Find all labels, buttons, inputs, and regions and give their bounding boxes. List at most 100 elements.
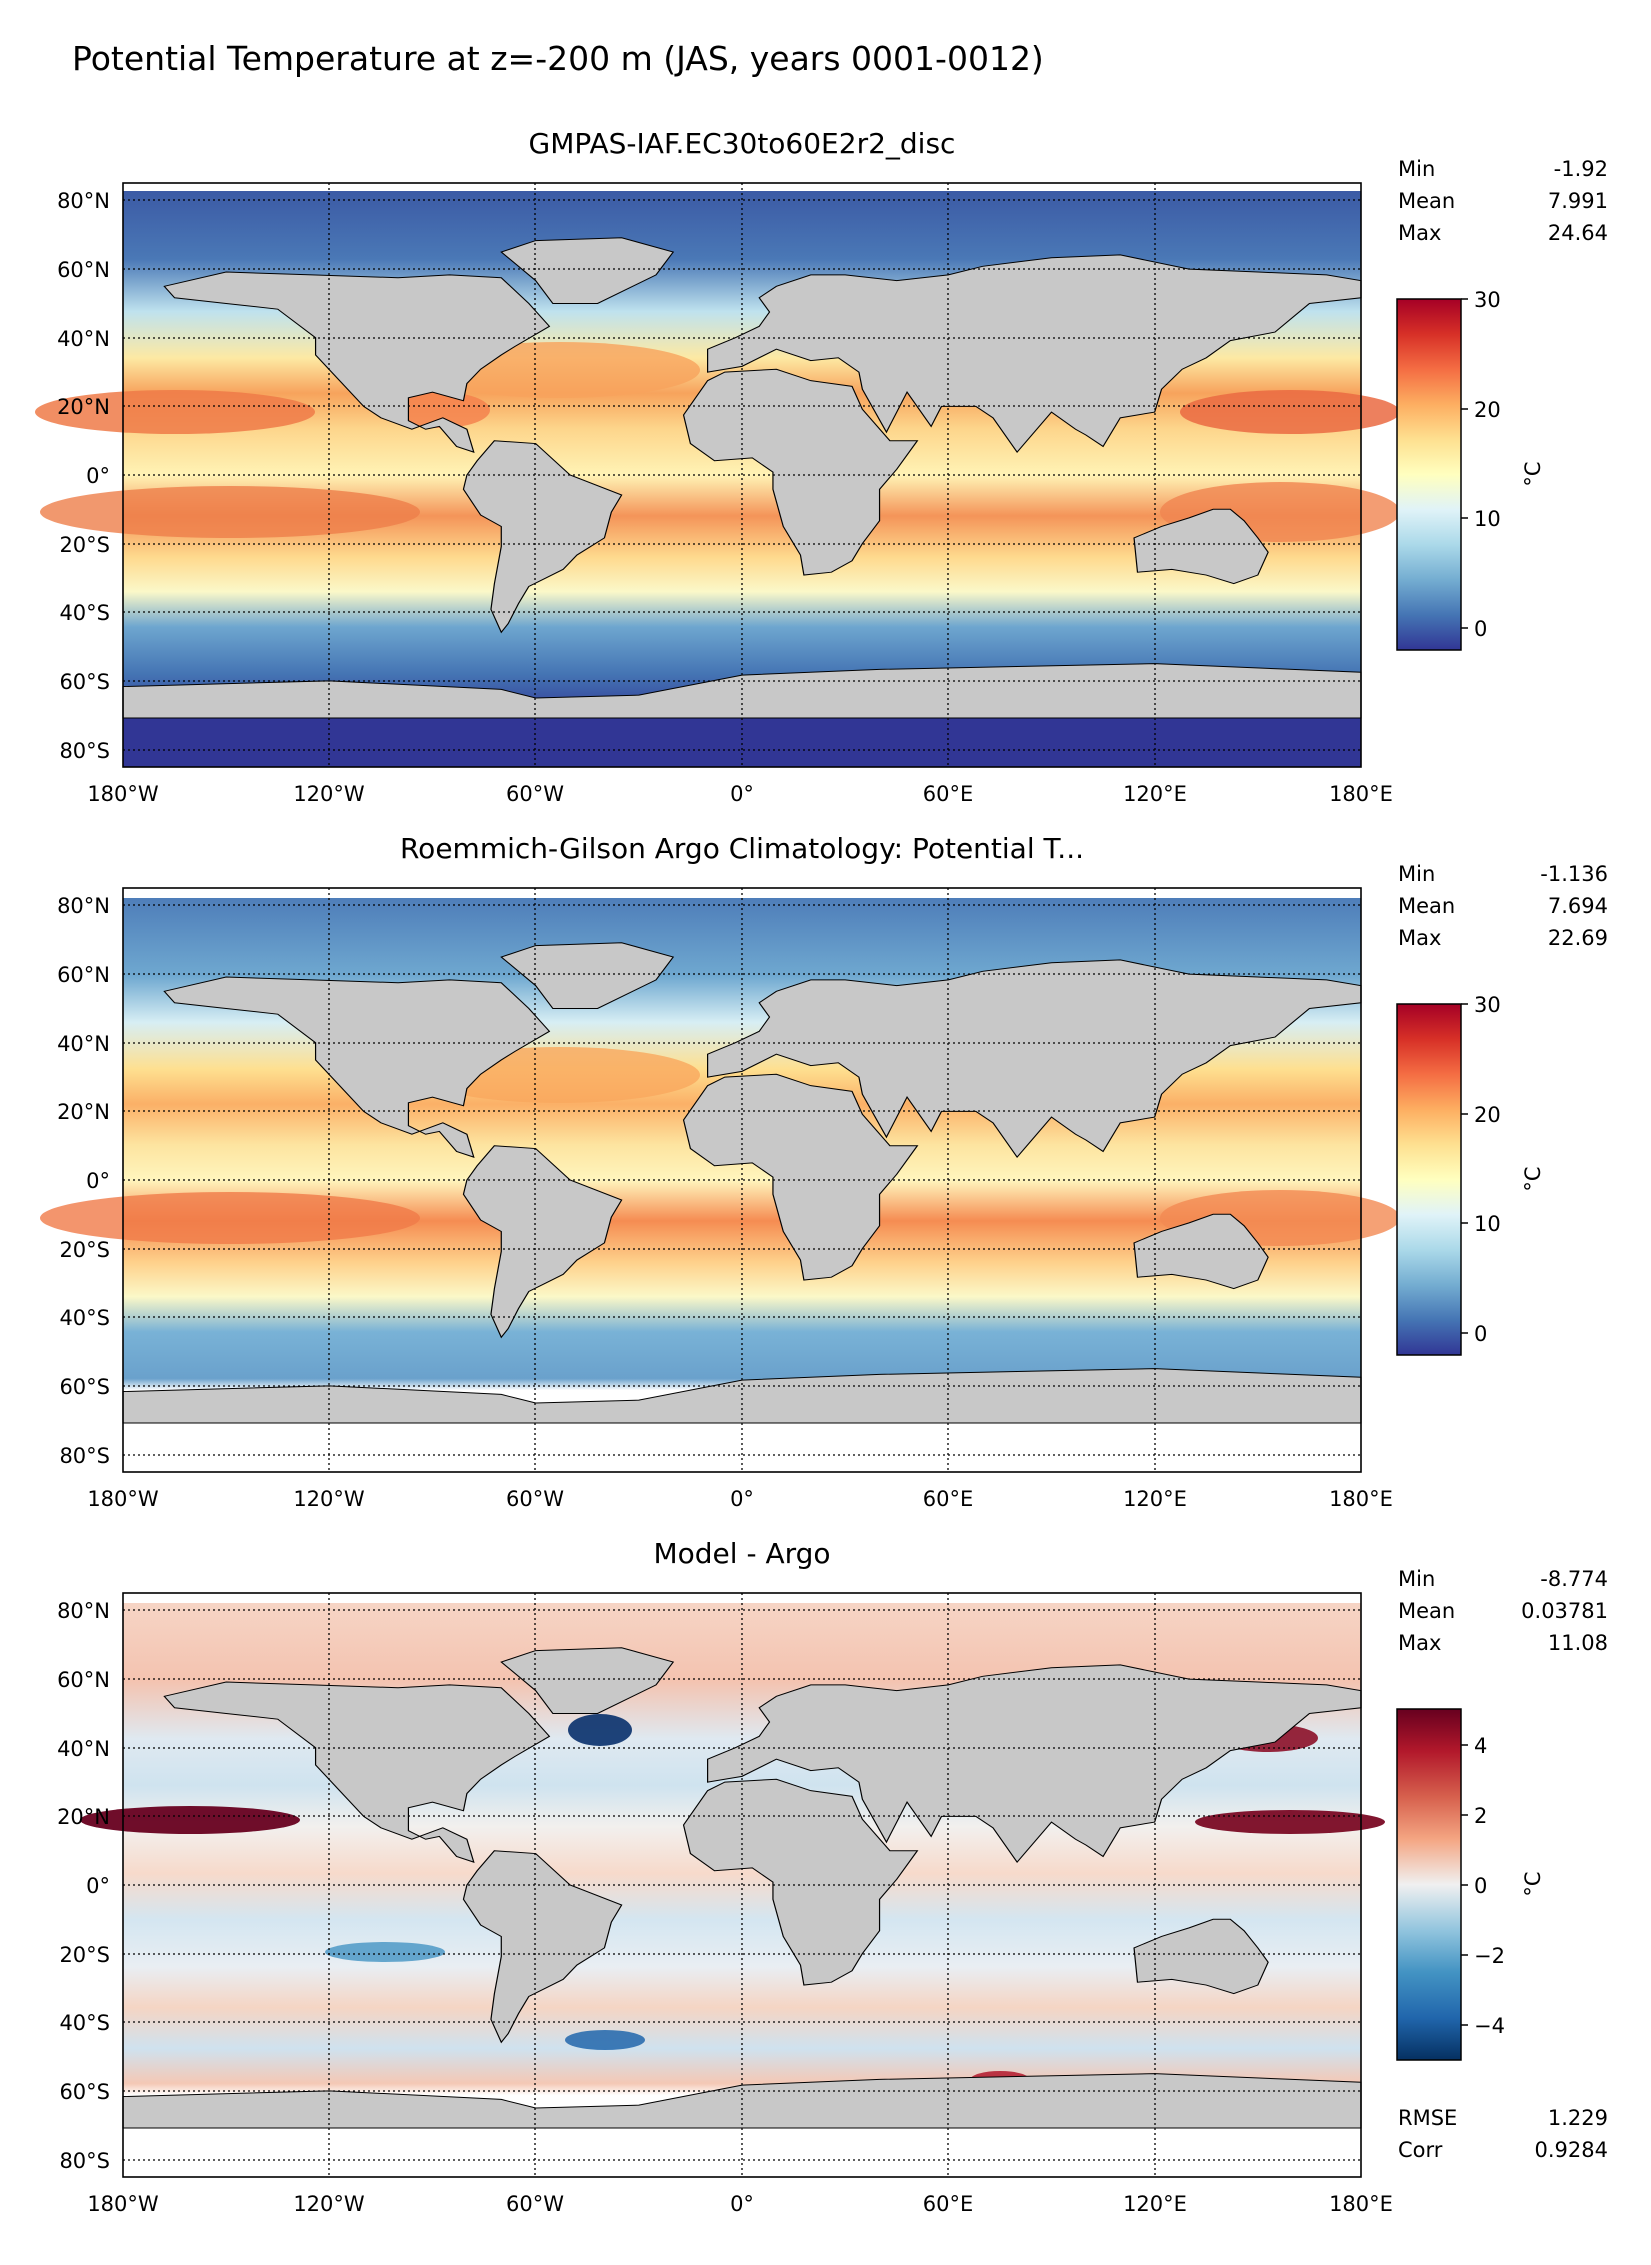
y-tick-label: 20°S bbox=[59, 1943, 110, 1967]
stat-label: Mean bbox=[1398, 894, 1455, 918]
error-stats: RMSE 1.229 Corr 0.9284 bbox=[1398, 2106, 1608, 2162]
colorbar-label: °C bbox=[1521, 1871, 1545, 1896]
y-tick-label: 40°N bbox=[57, 327, 110, 351]
x-tick-label: 0° bbox=[730, 1487, 754, 1511]
panel-difference: Model - Argo bbox=[57, 1537, 1608, 2216]
negative-anomaly-south-pacific bbox=[325, 1942, 445, 1962]
y-tick-label: 40°N bbox=[57, 1737, 110, 1761]
stat-value: 0.9284 bbox=[1535, 2138, 1608, 2162]
y-tick-label: 60°S bbox=[59, 670, 110, 694]
x-tick-label: 120°W bbox=[293, 782, 365, 806]
y-tick-label: 20°N bbox=[57, 1100, 110, 1124]
map-frame bbox=[122, 887, 1362, 1473]
gridlines bbox=[123, 888, 1361, 1472]
colorbar-label: °C bbox=[1521, 1166, 1545, 1191]
warm-band-north-pacific bbox=[35, 390, 315, 434]
x-ticks: 180°W 120°W 60°W 0° 60°E 120°E 180°E bbox=[87, 2192, 1393, 2216]
stat-label: Corr bbox=[1398, 2138, 1443, 2162]
y-ticks: 80°N 60°N 40°N 20°N 0° 20°S 40°S 60°S 80… bbox=[57, 894, 110, 1468]
colorbar-tick-label: −2 bbox=[1474, 1944, 1505, 1968]
colorbar-tick-label: 30 bbox=[1474, 288, 1501, 312]
y-tick-label: 60°S bbox=[59, 1375, 110, 1399]
colorbar: 0 10 20 30 °C bbox=[1396, 993, 1545, 1356]
stat-label: RMSE bbox=[1398, 2106, 1457, 2130]
warm-gulf-caribbean bbox=[390, 392, 490, 428]
x-tick-label: 120°W bbox=[293, 2192, 365, 2216]
x-tick-label: 60°W bbox=[506, 1487, 564, 1511]
map-frame bbox=[122, 182, 1362, 768]
positive-anomaly-north-pacific bbox=[80, 1806, 300, 1834]
y-tick-label: 80°S bbox=[59, 2149, 110, 2173]
figure-title: Potential Temperature at z=-200 m (JAS, … bbox=[72, 39, 1044, 78]
x-tick-label: 180°W bbox=[87, 782, 159, 806]
y-tick-label: 60°S bbox=[59, 2080, 110, 2104]
y-tick-label: 60°N bbox=[57, 963, 110, 987]
colorbar-tick-label: 30 bbox=[1474, 993, 1501, 1017]
panel-title: Roemmich-Gilson Argo Climatology: Potent… bbox=[400, 832, 1084, 865]
map-frame bbox=[122, 1592, 1362, 2178]
y-tick-label: 40°S bbox=[59, 1306, 110, 1330]
colorbar-tick-label: 20 bbox=[1474, 398, 1501, 422]
stat-value: 11.08 bbox=[1548, 1631, 1608, 1655]
colorbar-tick-label: 4 bbox=[1474, 1734, 1487, 1758]
positive-anomaly-west-pacific bbox=[1195, 1810, 1385, 1834]
y-tick-label: 20°S bbox=[59, 533, 110, 557]
x-tick-label: 60°E bbox=[923, 1487, 974, 1511]
stat-value: 1.229 bbox=[1548, 2106, 1608, 2130]
y-tick-label: 40°S bbox=[59, 601, 110, 625]
y-tick-label: 40°S bbox=[59, 2011, 110, 2035]
y-ticks: 80°N 60°N 40°N 20°N 0° 20°S 40°S 60°S 80… bbox=[57, 1599, 110, 2173]
x-tick-label: 180°W bbox=[87, 2192, 159, 2216]
x-tick-label: 60°E bbox=[923, 2192, 974, 2216]
stat-value: -8.774 bbox=[1540, 1567, 1608, 1591]
colorbar-tick-label: 2 bbox=[1474, 1804, 1487, 1828]
stat-label: Mean bbox=[1398, 1599, 1455, 1623]
y-tick-label: 80°N bbox=[57, 894, 110, 918]
colorbar-tick-label: −4 bbox=[1474, 2014, 1505, 2038]
warm-band-west-pacific bbox=[1180, 390, 1400, 434]
y-tick-label: 20°N bbox=[57, 1805, 110, 1829]
stat-label: Max bbox=[1398, 1631, 1441, 1655]
stat-label: Min bbox=[1398, 1567, 1435, 1591]
stat-label: Mean bbox=[1398, 189, 1455, 213]
x-tick-label: 60°W bbox=[506, 2192, 564, 2216]
x-tick-label: 180°E bbox=[1329, 782, 1393, 806]
stat-label: Max bbox=[1398, 926, 1441, 950]
colorbar-gradient bbox=[1396, 298, 1462, 651]
y-tick-label: 80°N bbox=[57, 1599, 110, 1623]
stat-value: 22.69 bbox=[1548, 926, 1608, 950]
y-tick-label: 60°N bbox=[57, 1668, 110, 1692]
x-tick-label: 120°E bbox=[1123, 2192, 1187, 2216]
stats-box: Min -1.136 Mean 7.694 Max 22.69 bbox=[1398, 862, 1608, 950]
panel-title: Model - Argo bbox=[653, 1537, 830, 1570]
colorbar-gradient bbox=[1396, 1708, 1462, 2061]
y-tick-label: 40°N bbox=[57, 1032, 110, 1056]
x-tick-label: 120°W bbox=[293, 1487, 365, 1511]
stat-value: 0.03781 bbox=[1521, 1599, 1608, 1623]
y-tick-label: 0° bbox=[86, 1874, 110, 1898]
x-tick-label: 0° bbox=[730, 782, 754, 806]
colorbar-tick-label: 0 bbox=[1474, 617, 1487, 641]
colorbar: −4 −2 0 2 4 °C bbox=[1396, 1708, 1545, 2061]
stat-value: -1.136 bbox=[1540, 862, 1608, 886]
colorbar: 0 10 20 30 °C bbox=[1396, 288, 1545, 651]
y-tick-label: 80°S bbox=[59, 1444, 110, 1468]
stat-label: Min bbox=[1398, 157, 1435, 181]
warm-band-south-pacific bbox=[40, 486, 420, 538]
stat-value: 7.694 bbox=[1548, 894, 1608, 918]
colorbar-tick-label: 0 bbox=[1474, 1874, 1487, 1898]
colorbar-tick-label: 10 bbox=[1474, 1212, 1501, 1236]
negative-anomaly-labrador bbox=[568, 1714, 632, 1746]
stat-value: 24.64 bbox=[1548, 221, 1608, 245]
colorbar-tick-label: 0 bbox=[1474, 1322, 1487, 1346]
panel-title: GMPAS-IAF.EC30to60E2r2_disc bbox=[529, 127, 956, 160]
gridlines bbox=[123, 1593, 1361, 2177]
colorbar-tick-label: 20 bbox=[1474, 1103, 1501, 1127]
colorbar-gradient bbox=[1396, 1003, 1462, 1356]
y-tick-label: 0° bbox=[86, 464, 110, 488]
x-tick-label: 60°E bbox=[923, 782, 974, 806]
negative-anomaly-south-atlantic bbox=[565, 2030, 645, 2050]
x-tick-label: 60°W bbox=[506, 782, 564, 806]
no-data-arctic bbox=[123, 183, 1361, 191]
